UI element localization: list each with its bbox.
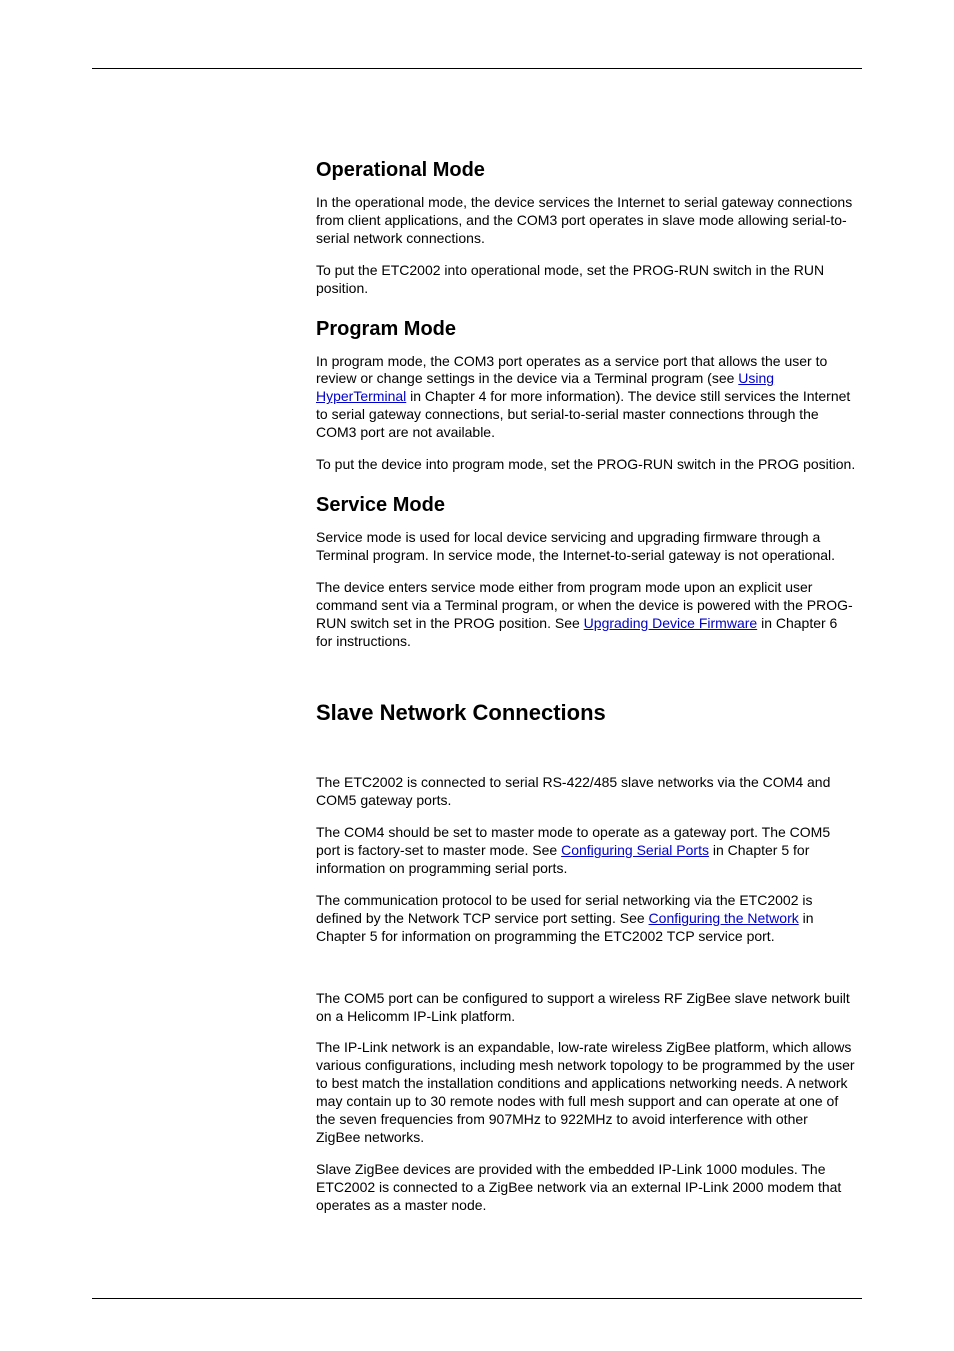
link-configuring-the-network[interactable]: Configuring the Network — [649, 910, 799, 926]
paragraph: To put the device into program mode, set… — [316, 456, 856, 474]
paragraph: In the operational mode, the device serv… — [316, 194, 856, 248]
paragraph: The ETC2002 is connected to serial RS-42… — [316, 774, 856, 810]
link-configuring-serial-ports[interactable]: Configuring Serial Ports — [561, 842, 709, 858]
paragraph: The device enters service mode either fr… — [316, 579, 856, 651]
content-column: Operational Mode In the operational mode… — [316, 159, 856, 1215]
paragraph: Service mode is used for local device se… — [316, 529, 856, 565]
heading-service-mode: Service Mode — [316, 494, 856, 517]
link-upgrading-device-firmware[interactable]: Upgrading Device Firmware — [584, 615, 758, 631]
paragraph: The communication protocol to be used fo… — [316, 892, 856, 946]
paragraph: The COM5 port can be configured to suppo… — [316, 990, 856, 1026]
heading-operational-mode: Operational Mode — [316, 159, 856, 182]
bottom-rule — [92, 1298, 862, 1299]
paragraph: Slave ZigBee devices are provided with t… — [316, 1161, 856, 1215]
document-page: Operational Mode In the operational mode… — [0, 0, 954, 1351]
paragraph: In program mode, the COM3 port operates … — [316, 353, 856, 443]
spacer — [316, 960, 856, 990]
paragraph: The IP-Link network is an expandable, lo… — [316, 1039, 856, 1146]
heading-program-mode: Program Mode — [316, 318, 856, 341]
paragraph: To put the ETC2002 into operational mode… — [316, 262, 856, 298]
paragraph: The COM4 should be set to master mode to… — [316, 824, 856, 878]
heading-slave-network-connections: Slave Network Connections — [316, 700, 856, 726]
top-rule — [92, 68, 862, 69]
